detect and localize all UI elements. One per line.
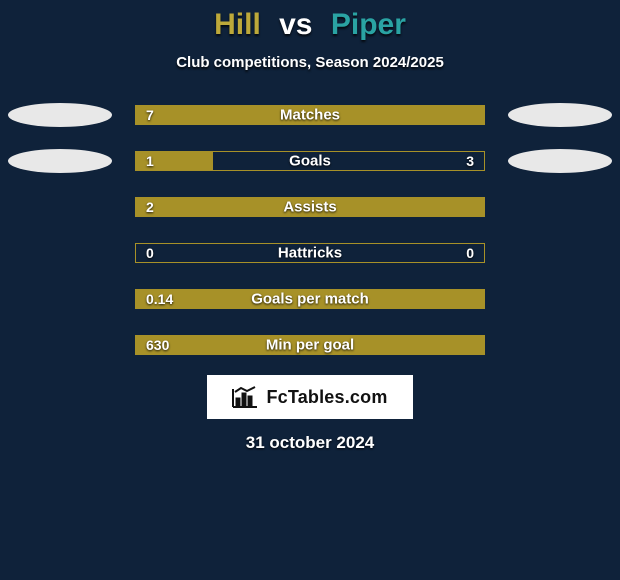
stat-value-left: 2 — [146, 199, 154, 215]
player2-ellipse — [508, 103, 612, 127]
page-title: Hill vs Piper — [0, 0, 620, 42]
player1-ellipse — [8, 149, 112, 173]
date: 31 october 2024 — [0, 433, 620, 453]
stat-value-left: 0 — [146, 245, 154, 261]
stat-value-left: 7 — [146, 107, 154, 123]
player2-ellipse — [508, 149, 612, 173]
stat-label: Assists — [283, 199, 336, 216]
stat-bar: Hattricks 0 0 — [135, 243, 485, 263]
stat-label: Min per goal — [266, 337, 354, 354]
comparison-card: Hill vs Piper Club competitions, Season … — [0, 0, 620, 580]
stat-value-left: 0.14 — [146, 291, 173, 307]
title-player1: Hill — [214, 8, 261, 41]
stat-row: Goals 1 3 — [0, 151, 620, 171]
stat-row: Goals per match 0.14 — [0, 289, 620, 309]
stat-row: Min per goal 630 — [0, 335, 620, 355]
stat-label: Hattricks — [278, 245, 342, 262]
stats-rows: Matches 7 Goals 1 3 Assists 2 Hattricks 0 0 Goals … — [0, 105, 620, 355]
stat-label: Matches — [280, 107, 340, 124]
stat-row: Assists 2 — [0, 197, 620, 217]
stat-row: Hattricks 0 0 — [0, 243, 620, 263]
chart-icon — [232, 386, 258, 408]
stat-value-right: 3 — [466, 153, 474, 169]
title-player2: Piper — [331, 8, 406, 41]
stat-bar: Goals 1 3 — [135, 151, 485, 171]
stat-bar: Assists 2 — [135, 197, 485, 217]
stat-bar: Min per goal 630 — [135, 335, 485, 355]
player1-ellipse — [8, 103, 112, 127]
footer-logo: FcTables.com — [207, 375, 413, 419]
title-vs: vs — [279, 8, 312, 41]
stat-value-left: 1 — [146, 153, 154, 169]
subtitle: Club competitions, Season 2024/2025 — [0, 54, 620, 71]
stat-bar: Matches 7 — [135, 105, 485, 125]
logo-text: FcTables.com — [266, 387, 387, 408]
stat-label: Goals — [289, 153, 331, 170]
stat-value-right: 0 — [466, 245, 474, 261]
stat-value-left: 630 — [146, 337, 169, 353]
stat-row: Matches 7 — [0, 105, 620, 125]
stat-label: Goals per match — [251, 291, 369, 308]
stat-bar: Goals per match 0.14 — [135, 289, 485, 309]
